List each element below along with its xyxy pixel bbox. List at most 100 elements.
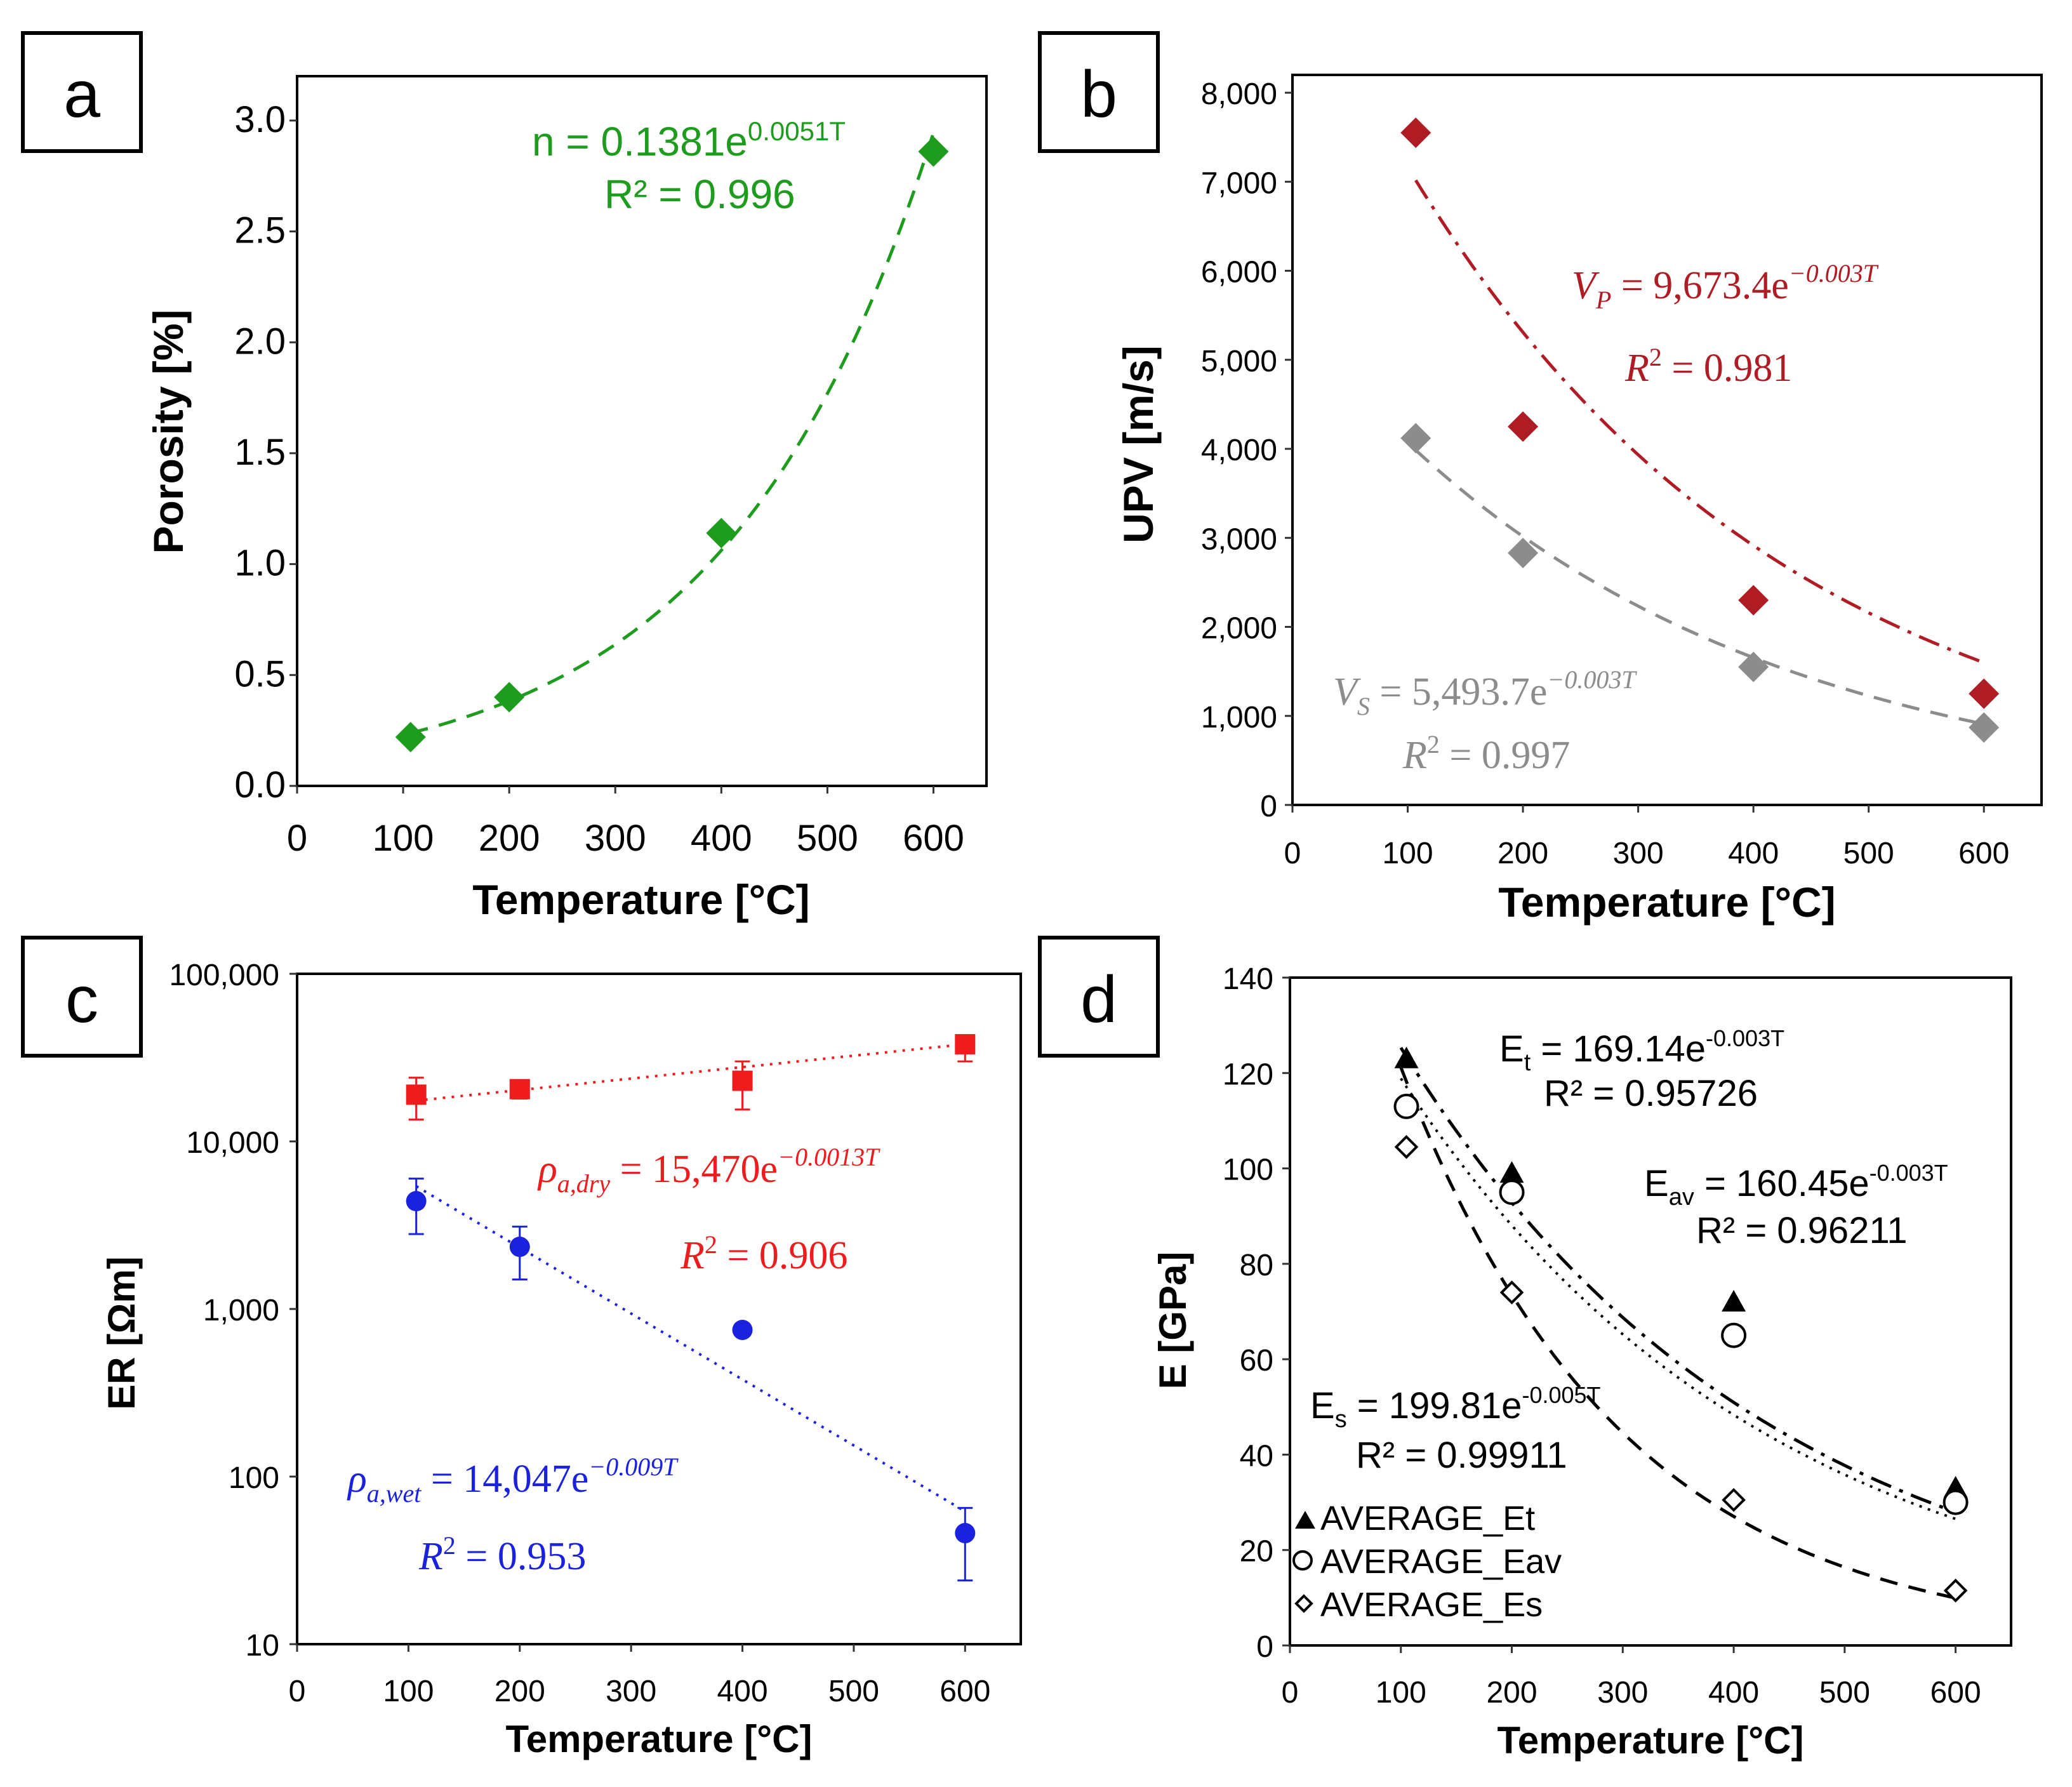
panel-c-xtick-label: 300 [606,1675,656,1708]
panel-d-point-s2-2 [1722,1487,1746,1512]
panel-a-points [395,136,949,753]
panel-c-wet-r2-sup: 2 [443,1531,456,1560]
panel-b-vp-r2: R2 = 0.981 [1624,343,1792,390]
panel-d-es-rhs: = 199.81e [1347,1385,1522,1426]
panel-c: c 0 100 200 300 400 500 600 10 100 1,000 10,000 100… [21,936,1022,1760]
panel-b-ytick-label: 4,000 [1201,434,1277,467]
legend-label-es: AVERAGE_Es [1320,1586,1543,1624]
panel-d-point-s1-3 [1942,1489,1969,1515]
panel-c-trendline-0 [416,1042,966,1102]
panel-b-xtick-label: 200 [1498,837,1548,870]
panel-d-point-s1-0 [1393,1093,1419,1119]
panel-b-point-s0-0 [1400,117,1431,149]
panel-b-label-box [1038,31,1160,153]
panel-d-et-rhs: = 169.14e [1531,1028,1706,1070]
panel-b-ytick-label: 1,000 [1201,701,1277,734]
panel-d-eav-rhs: = 160.45e [1694,1163,1869,1204]
panel-a-ylabel: Porosity [%] [145,309,192,554]
panel-b-letter: b [1080,58,1117,131]
panel-c-dry-r2-sup: 2 [705,1230,717,1259]
panel-b-ticks: 0 100 200 300 400 500 600 0 1,000 2,000 3,000 4,000… [1201,77,2009,870]
panel-d-label-box [1038,936,1160,1058]
panel-c-wet-r2-r: R [418,1535,443,1578]
panel-b-point-s1-0 [1400,423,1431,454]
panel-c-ytick-label: 10 [246,1629,279,1663]
panel-a-point-s0-0 [395,722,426,753]
panel-d-points [1393,1046,1969,1603]
panel-c-xtick-label: 500 [828,1675,879,1708]
panel-b-vs-rhs: = 5,493.7e [1370,670,1547,714]
panel-d-ytick-label: 140 [1223,962,1273,996]
panel-b-vs-lhs: V [1333,670,1361,714]
panel-a-trendline-0 [410,132,935,735]
panel-a-xlabel: Temperature [°C] [472,876,809,923]
panel-a-plot-frame [296,75,988,787]
panel-d-xtick-label: 500 [1819,1676,1870,1710]
panel-c-ticks: 0 100 200 300 400 500 600 10 100 1,000 10,000 100,0… [169,959,990,1708]
panel-d-ytick-label: 0 [1256,1630,1273,1664]
legend-label-et: AVERAGE_Et [1320,1499,1535,1538]
panel-b-points [1400,117,2000,743]
panel-d-ytick-label: 40 [1240,1439,1273,1473]
panel-c-label-box [21,936,143,1058]
panel-b-point-s1-2 [1738,651,1769,682]
panel-c-ytick-label: 100,000 [169,959,279,992]
panel-c-dry-rhs: = 15,470e [610,1148,778,1191]
panel-b-xtick-label: 400 [1728,837,1779,870]
panel-d-xlabel: Temperature [°C] [1498,1719,1804,1762]
panel-c-wet-sub: a,wet [367,1479,422,1508]
panel-c-wet-exp: −0.009T [588,1452,679,1481]
panel-b-vp-r2-r: R [1624,347,1649,390]
panel-a-xtick-label: 0 [287,818,307,859]
legend-circle-marker [1292,1550,1313,1571]
panel-b-vs-r2-r: R [1402,734,1427,777]
panel-d-trendlines [1399,1047,1956,1600]
panel-d-xtick-label: 600 [1930,1676,1981,1710]
panel-b-xlabel: Temperature [°C] [1498,879,1835,926]
panel-b-ytick-label: 5,000 [1201,345,1277,378]
panel-a-eq-exp: 0.0051T [748,116,846,146]
panel-c-wet-r2: R2 = 0.953 [418,1531,586,1578]
panel-d-trendline-1 [1400,1077,1956,1520]
panel-c-dry-equation: ρa,dry = 15,470e−0.0013T [537,1143,880,1198]
panel-b-point-s0-3 [1969,678,2000,709]
panel-c-point-s1-3 [955,1523,976,1544]
panel-b-vp-lhs: V [1572,264,1600,307]
panel-c-dry-exp: −0.0013T [778,1143,880,1171]
panel-d-ytick-label: 120 [1223,1058,1273,1091]
panel-b-xtick-label: 100 [1382,837,1433,870]
panel-d-point-s2-3 [1943,1578,1968,1603]
panel-a-xtick-label: 300 [585,818,646,859]
panel-d-ylabel: E [GPa] [1152,1252,1194,1390]
panel-b-vp-r2-val: = 0.981 [1662,347,1792,390]
panel-a-r2: R² = 0.996 [604,171,795,217]
panel-d-es-lhs: E [1310,1385,1335,1426]
panel-a-trendlines [410,132,935,735]
panel-d-trendline-0 [1399,1047,1956,1514]
panel-d-xtick-label: 100 [1376,1676,1426,1710]
panel-d-es-sub: s [1335,1406,1347,1433]
panel-d-plot-frame [1289,976,2012,1647]
panel-d-es-r2: R² = 0.99911 [1356,1435,1567,1476]
panel-a: a 0 100 200 300 400 500 600 0.0 0.5 1.0 1.5 2.0 2.5 3… [21,31,988,923]
panel-c-wet-lhs: ρ [347,1458,367,1501]
panel-d-et-r2: R² = 0.95726 [1544,1073,1758,1114]
figure-title: Effect of temperature on porosity, UPV, … [1025,1776,1047,1778]
panel-b: b 0 100 200 300 400 500 600 0 1,000 2,000 3,000 4,0… [1038,31,2043,926]
panel-d-point-s1-1 [1499,1179,1525,1206]
legend-label-eav: AVERAGE_Eav [1320,1543,1562,1581]
panel-a-equation: n = 0.1381e0.0051T [532,116,846,164]
panel-a-xtick-label: 600 [903,818,964,859]
panel-d-xtick-label: 200 [1486,1676,1537,1710]
panel-d: d 0 100 200 300 400 500 600020406080100120140 … [1038,936,2012,1762]
panel-d-legend: AVERAGE_Et AVERAGE_Eav AVERAGE_Es [1292,1499,1562,1624]
panel-b-plot-frame [1291,74,2043,806]
panel-b-vp-r2-sup: 2 [1649,343,1662,371]
panel-c-point-s0-2 [732,1070,753,1091]
panel-b-xtick-label: 500 [1843,837,1894,870]
panel-d-point-s0-2 [1722,1289,1746,1312]
panel-a-ytick-label: 0.5 [234,653,286,694]
panel-b-vs-exp: −0.003T [1547,665,1637,694]
panel-c-ytick-label: 1,000 [203,1294,279,1327]
